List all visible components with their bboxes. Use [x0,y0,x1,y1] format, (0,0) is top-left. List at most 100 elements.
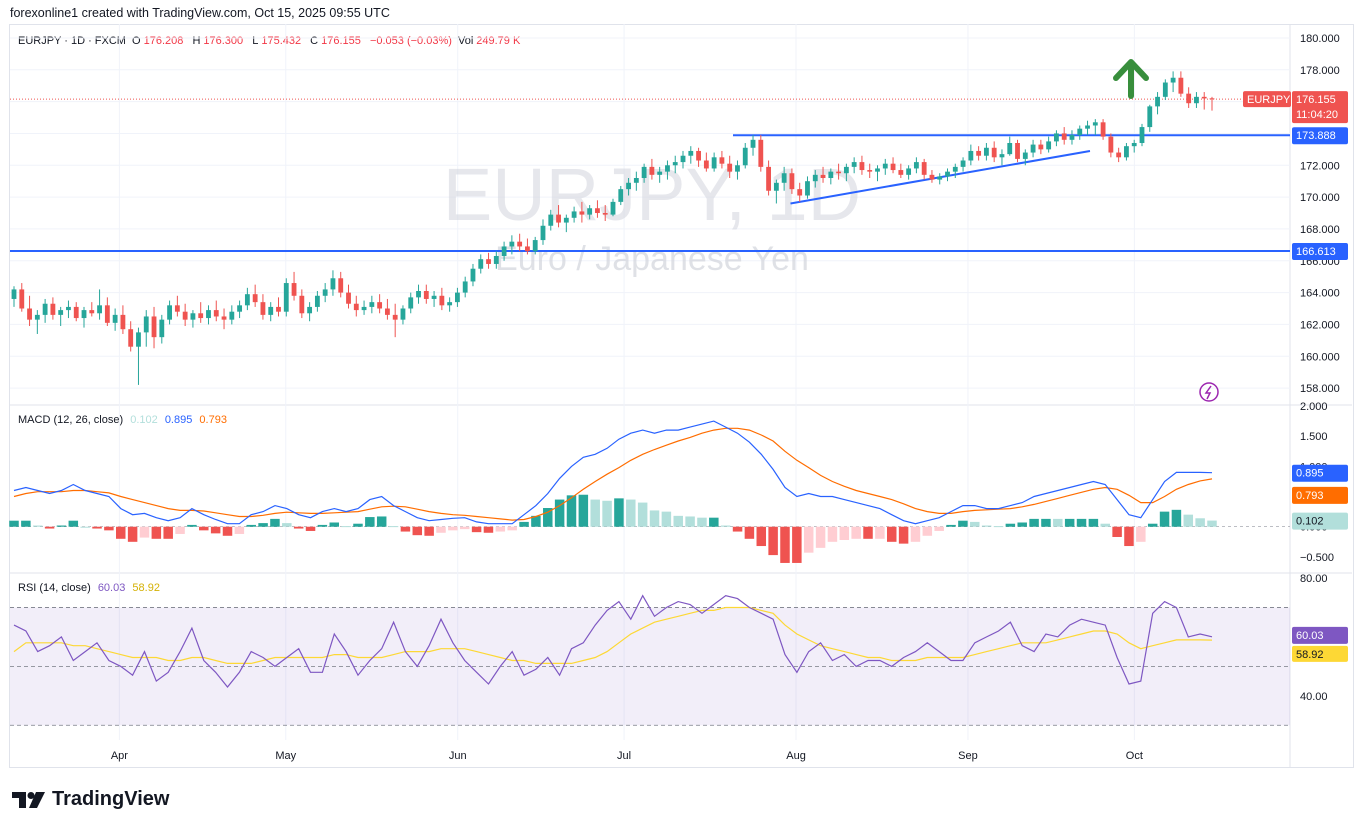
candle-body [66,306,71,311]
macd-histogram-bar [934,526,944,531]
candle [548,209,554,231]
macd-histogram-bar [578,494,589,527]
candles [11,71,1215,385]
candle-body [618,189,624,202]
candle [517,233,523,252]
candle [1038,139,1044,155]
candle [525,238,530,255]
candle-body [213,310,219,317]
candle [447,297,453,312]
macd-hist-label-text: 0.102 [1296,516,1324,528]
price-tick-label: 170.000 [1300,192,1340,204]
macd-histogram-bar [1053,518,1063,527]
candle-body [952,166,958,172]
macd-histogram-bar [531,515,541,527]
candle [439,287,445,311]
candle [159,314,165,344]
month-label: Jul [617,750,631,762]
macd-histogram-bar [68,520,79,527]
candle-body [81,310,87,319]
macd-histogram-bar [56,525,67,527]
macd-histogram-bar [163,526,173,539]
replay-icon[interactable] [1199,382,1219,402]
candle [501,241,507,261]
month-label: Sep [958,750,978,762]
candle-body [167,305,172,320]
candle-body [828,171,834,179]
candle-body [423,291,429,299]
candle-body [727,163,733,172]
candle [579,201,585,223]
candle [81,306,87,328]
candle [1131,139,1137,153]
candle [556,205,561,228]
candle-body [1054,133,1059,142]
resistance-price-label: 173.888 [1292,127,1348,145]
macd-signal-value: 0.793 [199,414,227,426]
candle-body [1069,135,1075,140]
macd-hist-label: 0.102 [1292,512,1348,530]
macd-histogram-bar [1064,518,1075,527]
rsi-legend[interactable]: RSI (14, close) 60.03 58.92 [18,582,160,594]
macd-histogram-bar [554,499,565,527]
up-arrow-icon [1113,59,1149,99]
macd-legend[interactable]: MACD (12, 26, close) 0.102 0.895 0.793 [18,414,227,426]
macd-histogram-bar [1171,509,1182,527]
last-symbol-bg [1243,91,1291,108]
candle [112,308,118,331]
candle [913,157,919,174]
macd-histogram-bar [234,526,245,534]
rsi-title[interactable]: RSI (14, close) [18,582,91,594]
candle [486,252,491,269]
macd-histogram-bar [507,526,517,531]
candle [1170,71,1176,93]
candle [976,146,982,161]
candle [945,168,950,182]
candle-body [486,259,491,264]
candle-body [11,289,17,299]
macd-histogram-bar [1112,526,1122,537]
candle [906,165,912,180]
candle-body [392,314,398,320]
candle [735,160,740,180]
tradingview-logo[interactable]: TradingView [12,788,169,811]
macd-title[interactable]: MACD (12, 26, close) [18,414,124,426]
candle [766,160,771,196]
price-tick-label: 180.000 [1300,33,1340,45]
candle [610,198,616,217]
candle-body [1108,136,1114,153]
candle [19,283,25,312]
candle [1100,119,1106,140]
candle-body [999,154,1005,158]
candle-body [104,305,110,323]
candle-body [1085,125,1090,129]
candle [353,295,359,317]
candle-body [182,311,188,320]
candle-body [1178,77,1184,94]
candle [727,155,733,179]
brand-name: TradingView [52,788,170,810]
candle-body [439,295,445,306]
candle [190,310,196,328]
candle [120,305,126,334]
candle [408,292,414,314]
rsi-value-label-text: 60.03 [1296,630,1324,642]
macd-histogram-bar [400,526,411,532]
rsi-tick-label: 40.00 [1300,691,1328,703]
candle-body [89,310,95,314]
macd-histogram-bar [1159,511,1170,527]
candle-body [1007,142,1013,155]
candle-body [781,173,787,183]
candle-body [97,305,102,314]
candle-body [229,311,235,320]
macd-histogram-bar [732,526,743,532]
macd-histogram-bar [1183,514,1194,527]
candle [672,155,678,174]
candle [392,303,398,338]
candle [174,295,180,317]
candle [361,300,367,315]
candle [1054,130,1059,147]
macd-histogram-bar [175,526,185,534]
candle-body [867,170,873,172]
